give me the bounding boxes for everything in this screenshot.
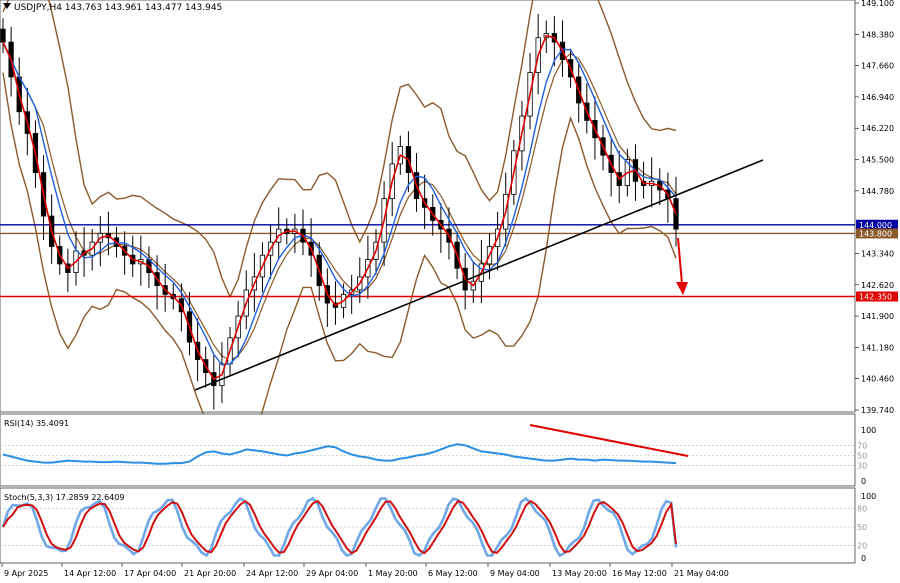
bollinger-upper (2, 0, 677, 299)
chart-title: USDJPY,H4 143.763 143.961 143.477 143.94… (14, 3, 222, 13)
price-tick-label: 146.220 (861, 124, 894, 133)
time-tick-label: 21 Apr 20:00 (184, 569, 236, 578)
level-price-label: 143.800 (859, 229, 892, 238)
stochastic-signal-line (2, 499, 677, 555)
stochastic-tick-label: 20 (857, 542, 867, 551)
stochastic-tick-label: 50 (857, 523, 867, 532)
stochastic-axis: 100 80 50 20 0 (857, 492, 876, 563)
price-tick-label: 141.900 (861, 312, 894, 321)
time-tick-label: 21 May 04:00 (674, 569, 729, 578)
price-tick-label: 149.100 (861, 0, 894, 8)
rsi-divergence-line (529, 424, 689, 457)
bollinger-lower (2, 72, 677, 443)
price-tick-label: 147.660 (861, 62, 894, 71)
time-tick-label: 24 Apr 12:00 (246, 569, 298, 578)
time-tick-label: 1 May 20:00 (368, 569, 418, 578)
rsi-panel: RSI(14) 35.4091 (0, 413, 856, 487)
price-tick-label: 148.380 (861, 30, 894, 39)
price-tick-label: 139.740 (861, 406, 894, 415)
stochastic-title: Stoch(5,3,3) 17.2859 22.6409 (4, 493, 124, 502)
fast-ma-line (2, 34, 677, 381)
price-tick-label: 146.940 (861, 93, 894, 102)
time-axis: 9 Apr 2025 14 Apr 12:00 17 Apr 04:00 21 Apr… (1, 563, 729, 578)
time-tick-label: 29 Apr 04:00 (306, 569, 358, 578)
price-tick-label: 144.780 (861, 187, 894, 196)
candle-body (0, 28, 6, 43)
price-tick-label: 140.460 (861, 375, 894, 384)
level-price-tag (856, 219, 898, 230)
projection-arrow (676, 237, 688, 295)
stochastic-grid (0, 508, 855, 546)
stochastic-main-line (1, 496, 678, 558)
time-tick-label: 9 May 04:00 (490, 569, 540, 578)
rsi-line (2, 443, 677, 465)
price-axis: 149.100 148.380 147.660 146.940 146.220 145.5… (855, 0, 898, 415)
time-tick-label: 13 May 20:00 (552, 569, 607, 578)
moving-averages (2, 34, 677, 381)
price-panel (0, 0, 856, 443)
symbol-dropdown-icon[interactable] (3, 3, 11, 9)
rsi-grid (0, 444, 855, 467)
time-tick-label: 14 Apr 12:00 (64, 569, 116, 578)
rsi-tick-label: 30 (857, 462, 867, 471)
level-price-tag (856, 291, 898, 302)
level-price-label: 144.000 (859, 221, 892, 230)
rsi-tick-label: 50 (857, 452, 867, 461)
level-price-label: 142.350 (859, 293, 892, 302)
price-tick-label: 141.180 (861, 343, 894, 352)
rsi-title: RSI(14) 35.4091 (4, 419, 69, 428)
time-tick-label: 9 Apr 2025 (4, 569, 48, 578)
stochastic-panel: Stoch(5,3,3) 17.2859 22.6409 (0, 487, 856, 564)
chart-header: USDJPY,H4 143.763 143.961 143.477 143.94… (3, 3, 222, 13)
rsi-tick-label: 100 (861, 426, 876, 435)
stochastic-tick-label: 80 (857, 504, 867, 513)
uptrend-line (194, 159, 764, 391)
time-tick-label: 6 May 12:00 (428, 569, 478, 578)
price-tick-label: 142.620 (861, 281, 894, 290)
rsi-tick-label: 70 (857, 441, 867, 450)
stochastic-tick-label: 0 (861, 554, 866, 563)
price-tick-label: 145.500 (861, 156, 894, 165)
time-tick-label: 16 May 12:00 (612, 569, 667, 578)
slow-ma-line (2, 41, 677, 366)
level-price-tag (856, 228, 898, 239)
time-tick-label: 17 Apr 04:00 (124, 569, 176, 578)
stochastic-tick-label: 100 (861, 492, 876, 501)
price-tick-label: 143.340 (861, 249, 894, 258)
rsi-tick-label: 0 (861, 477, 866, 486)
